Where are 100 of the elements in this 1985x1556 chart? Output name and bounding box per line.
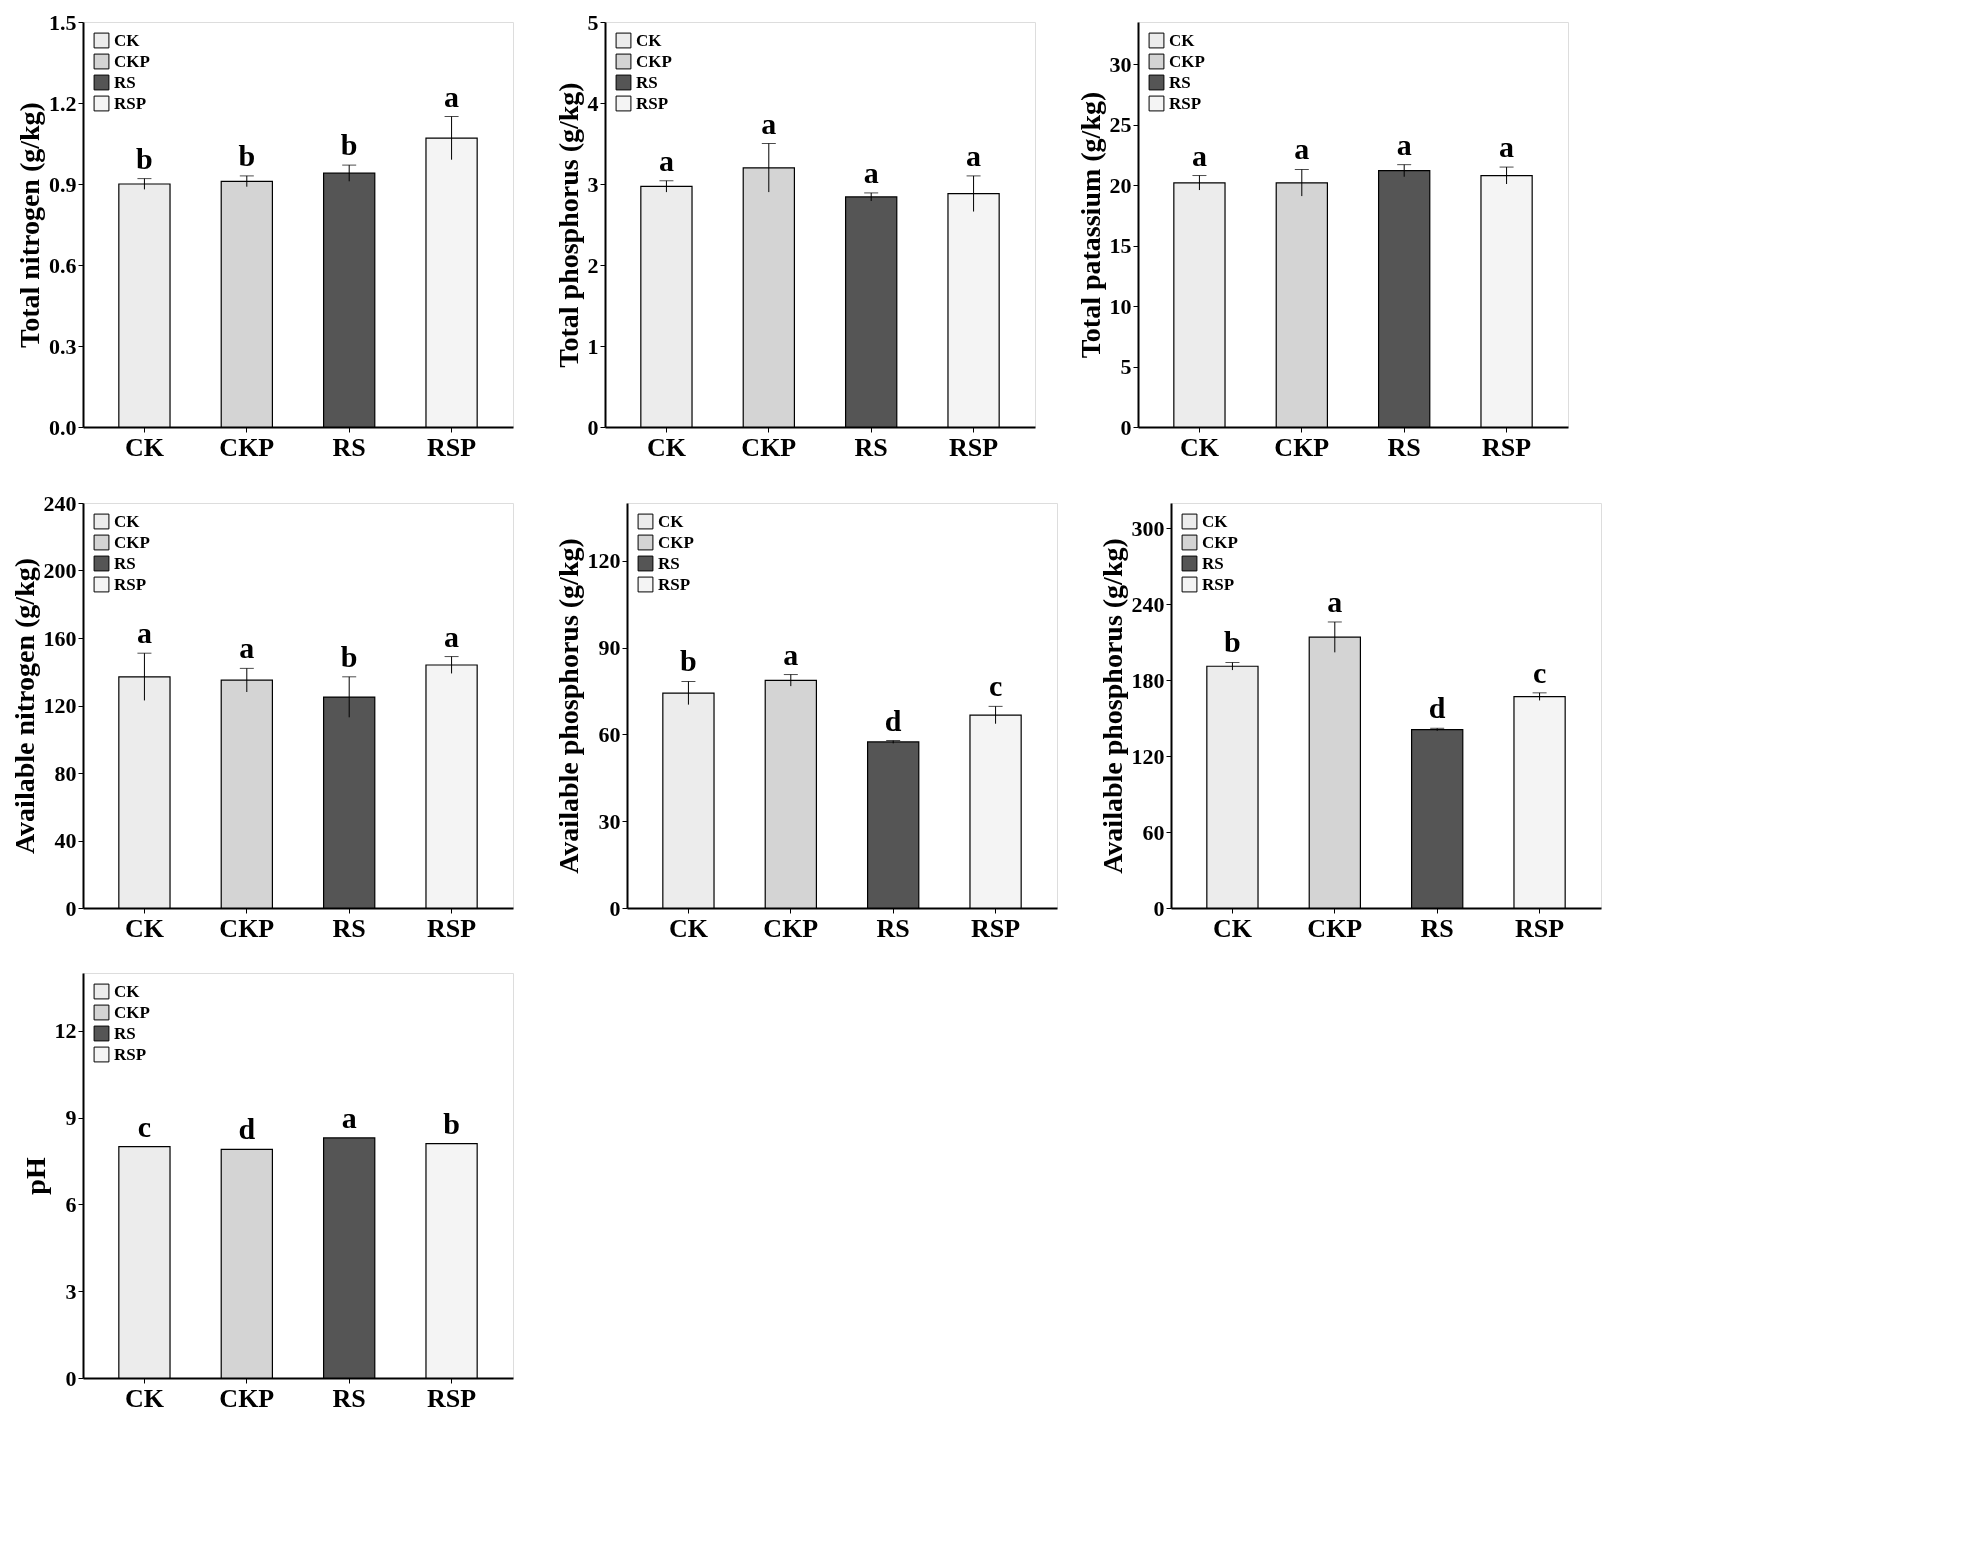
y-tick-label: 120 <box>587 548 621 574</box>
y-axis-title: Total patassium (g/kg) <box>1074 91 1106 359</box>
y-tick-label: 9 <box>65 1105 77 1131</box>
y-tick-label: 60 <box>1142 819 1165 845</box>
annotation: c <box>137 1109 152 1143</box>
annotation: c <box>988 669 1003 703</box>
legend-label: RSP <box>114 574 147 594</box>
y-tick-label: 300 <box>1131 515 1165 541</box>
x-tick-label: RS <box>332 432 366 462</box>
y-tick-label: 0 <box>1153 895 1165 921</box>
y-tick-label: 3 <box>65 1278 77 1304</box>
y-tick-label: 200 <box>43 558 77 583</box>
y-tick-label: 0.3 <box>49 333 77 359</box>
y-tick-label: 1.2 <box>49 90 77 116</box>
x-tick-label: RS <box>1420 913 1454 943</box>
legend-label: RSP <box>1169 93 1202 113</box>
legend-label: RSP <box>636 93 669 113</box>
x-tick-label: RS <box>854 432 888 462</box>
legend-label: RSP <box>114 1044 147 1064</box>
x-tick-label: RSP <box>1515 913 1565 943</box>
x-tick-label: CKP <box>219 432 275 462</box>
y-axis-title: Available phosphorus (g/kg) <box>552 538 584 874</box>
y-tick-label: 40 <box>54 828 77 853</box>
y-axis-title: Available nitrogen (g/kg) <box>8 557 40 855</box>
x-tick-label: CK <box>124 913 165 943</box>
y-axis-title: Available phosphorus (g/kg) <box>1096 538 1128 874</box>
legend-label: CK <box>636 30 663 50</box>
y-tick-label: 60 <box>598 721 621 747</box>
annotation: a <box>239 631 255 665</box>
y-tick-label: 10 <box>1109 293 1132 319</box>
legend-label: CKP <box>114 532 150 552</box>
y-tick-label: 90 <box>598 635 621 661</box>
y-tick-label: 0.9 <box>49 171 77 197</box>
annotation: b <box>340 639 358 673</box>
x-tick-label: RSP <box>971 913 1021 943</box>
y-tick-label: 120 <box>1131 743 1165 769</box>
legend-label: CKP <box>1169 51 1205 71</box>
legend-label: CKP <box>114 1002 150 1022</box>
annotation: b <box>1224 625 1241 659</box>
annotation: d <box>884 703 902 737</box>
x-tick-label: RS <box>1387 432 1421 462</box>
x-tick-label: RSP <box>427 1383 477 1413</box>
x-tick-label: RS <box>332 1383 366 1413</box>
y-tick-label: 3 <box>587 171 599 197</box>
y-tick-label: 4 <box>587 90 599 116</box>
legend-label: RS <box>114 553 136 573</box>
x-tick-label: RS <box>332 913 366 943</box>
y-tick-label: 12 <box>54 1018 77 1044</box>
x-tick-label: CKP <box>741 432 797 462</box>
y-tick-label: 5 <box>1120 354 1132 380</box>
y-axis-title: Total nitrogen (g/kg) <box>14 102 45 348</box>
x-tick-label: CK <box>124 1383 165 1413</box>
annotation: b <box>238 138 256 172</box>
annotation: a <box>863 155 879 189</box>
x-tick-label: CKP <box>763 913 819 943</box>
y-tick-label: 1.5 <box>49 9 77 35</box>
y-tick-label: 30 <box>1109 51 1132 77</box>
annotation: d <box>1428 691 1446 725</box>
annotation: a <box>1327 584 1343 618</box>
x-tick-label: CKP <box>1307 913 1363 943</box>
y-tick-label: 20 <box>1109 172 1132 198</box>
y-axis-title: Total phosphorus (g/kg) <box>552 82 584 368</box>
x-tick-label: RSP <box>427 432 477 462</box>
legend-label: CK <box>658 511 685 531</box>
annotation: b <box>443 1106 460 1140</box>
x-tick-label: CKP <box>219 1383 275 1413</box>
x-tick-label: CK <box>1179 432 1220 462</box>
legend-label: CK <box>114 981 141 1001</box>
x-tick-label: CKP <box>1274 432 1330 462</box>
legend-label: RS <box>1169 72 1191 92</box>
y-tick-label: 15 <box>1109 233 1132 259</box>
y-tick-label: 5 <box>587 9 599 35</box>
x-tick-label: CK <box>124 432 165 462</box>
y-tick-label: 80 <box>54 760 77 786</box>
annotation: c <box>1532 655 1547 689</box>
legend-label: RS <box>114 72 136 92</box>
annotation: a <box>1499 130 1515 164</box>
legend-label: RS <box>636 72 658 92</box>
legend-label: RS <box>114 1023 136 1043</box>
y-tick-label: 0.0 <box>49 414 77 440</box>
legend-label: CKP <box>114 51 150 71</box>
legend-label: CKP <box>658 532 694 552</box>
y-tick-label: 0.6 <box>49 252 77 278</box>
annotation: a <box>1396 127 1412 161</box>
y-tick-label: 180 <box>1131 667 1165 693</box>
legend-label: CK <box>114 511 141 531</box>
legend-label: RS <box>1202 553 1224 573</box>
annotation: a <box>1191 138 1207 172</box>
y-tick-label: 25 <box>1109 112 1132 138</box>
x-tick-label: CK <box>1212 913 1253 943</box>
x-tick-label: CK <box>668 913 709 943</box>
legend-label: CKP <box>1202 532 1238 552</box>
y-tick-label: 0 <box>1120 414 1132 440</box>
annotation: a <box>966 138 982 172</box>
y-tick-label: 0 <box>65 1365 77 1391</box>
annotation: a <box>136 616 152 650</box>
annotation: a <box>444 79 460 113</box>
annotation: a <box>783 637 799 671</box>
annotation: a <box>444 619 460 653</box>
x-tick-label: CK <box>646 432 687 462</box>
